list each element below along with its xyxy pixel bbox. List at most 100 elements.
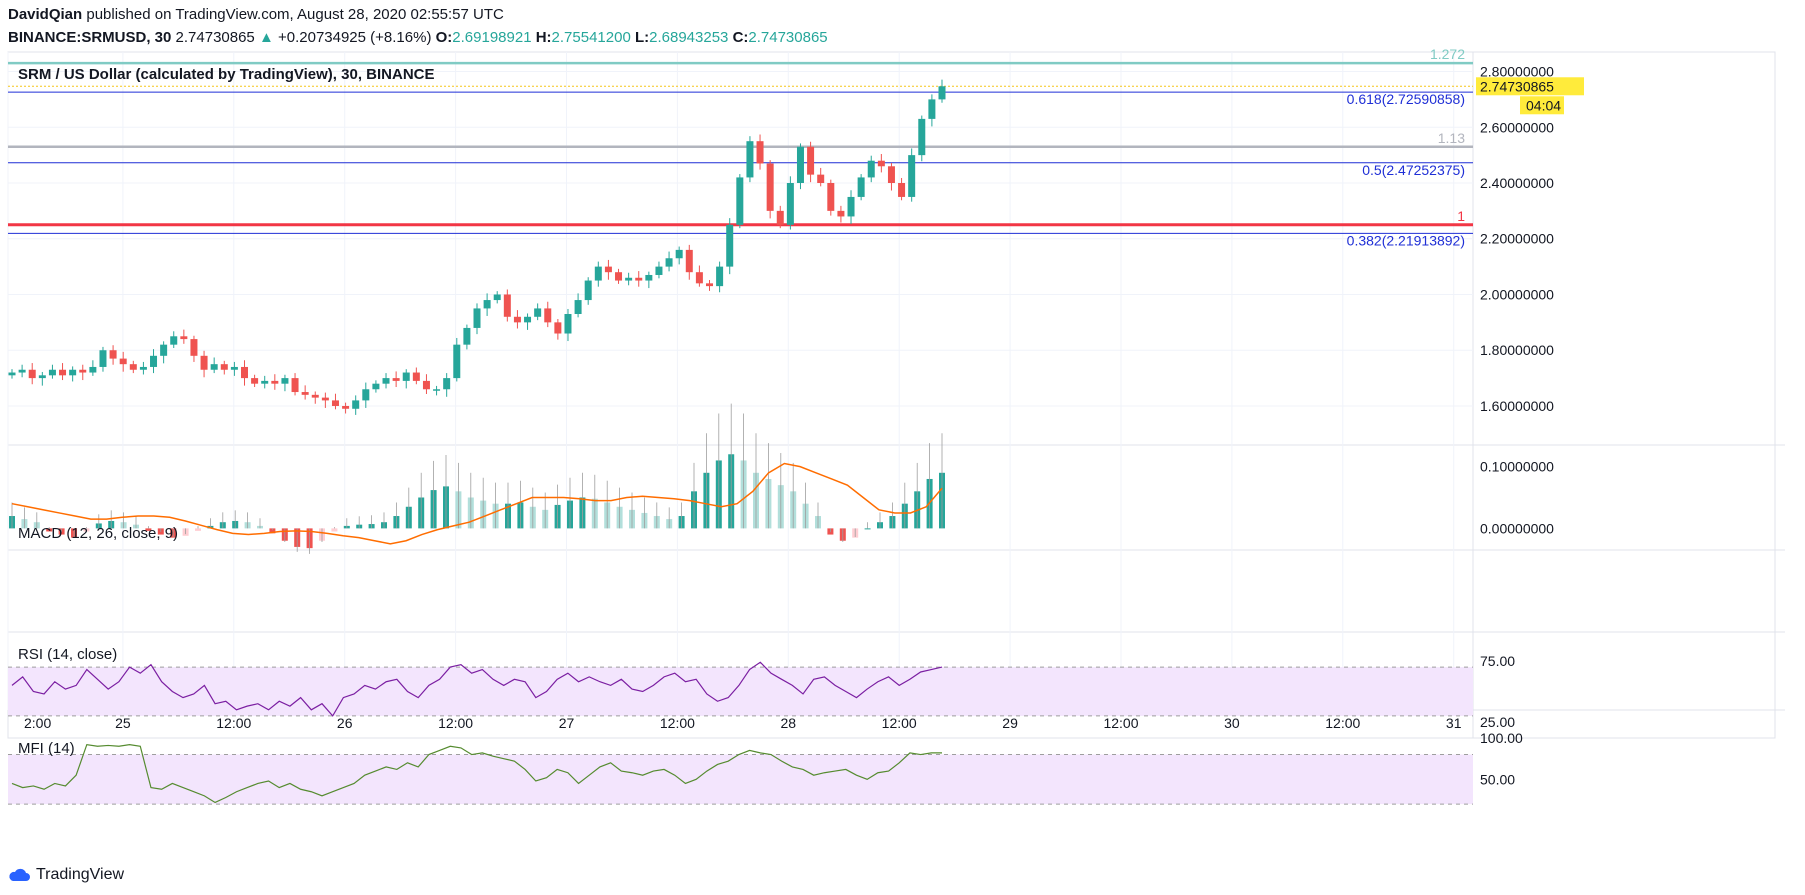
candle-body [69, 369, 77, 376]
candle-body [695, 272, 703, 284]
macd-histogram-bar [46, 528, 53, 532]
candle-body [281, 378, 289, 384]
candle-body [352, 400, 360, 409]
candle-body [706, 283, 713, 287]
x-tick-label: 2:00 [24, 715, 51, 731]
macd-signal-line [11, 462, 943, 545]
candle-body [655, 266, 663, 275]
candle-body [463, 327, 471, 345]
candle-body [139, 366, 147, 370]
candle-body [109, 350, 117, 359]
candle-body [635, 277, 643, 281]
candle-body [180, 336, 188, 340]
price-badge-value: 2.74730865 [1480, 78, 1554, 94]
candle-body [786, 183, 794, 225]
candle-body [736, 177, 744, 225]
x-tick-label: 12:00 [216, 715, 251, 731]
candle-body [503, 294, 511, 317]
candle-body [564, 314, 572, 334]
candle-body [99, 350, 107, 367]
candle-body [483, 300, 491, 309]
candle-body [8, 372, 16, 376]
candle-body [857, 177, 865, 197]
symbol-label: BINANCE:SRMUSD, 30 [8, 29, 172, 46]
open-value: 2.69198921 [452, 29, 532, 46]
x-tick-label: 12:00 [438, 715, 473, 731]
candle-body [887, 166, 895, 183]
high-label: H: [535, 29, 552, 46]
x-tick-label: 31 [1446, 715, 1462, 731]
countdown-value: 04:04 [1526, 97, 1561, 113]
candle-body [402, 372, 410, 381]
candle-body [200, 355, 208, 370]
candle-body [615, 272, 623, 281]
chart-frame [7, 51, 1776, 739]
candle-body [685, 249, 693, 273]
x-tick-label: 29 [1002, 715, 1018, 731]
candle-body [877, 160, 885, 167]
candle-body [817, 174, 825, 183]
candle-body [898, 183, 906, 197]
price-tick-label: 2.80000000 [1480, 64, 1554, 80]
candle-body [766, 163, 774, 211]
fib-level-label: 1.13 [1438, 130, 1465, 146]
candle-body [271, 380, 279, 384]
macd-histogram-bar [864, 528, 871, 530]
price-badge [1476, 77, 1584, 96]
cloud-icon [9, 868, 30, 881]
candle-body [918, 118, 926, 156]
candle-body [473, 308, 481, 328]
last-price: 2.74730865 [175, 29, 255, 46]
watermark-label: TradingView [36, 866, 125, 883]
candle-body [89, 366, 97, 373]
candle-body [513, 316, 521, 323]
x-tick-label: 30 [1224, 715, 1240, 731]
candle-body [827, 183, 835, 211]
rsi-tick-label: 25.00 [1480, 714, 1515, 730]
candle-body [160, 344, 168, 356]
candle-body [129, 364, 137, 370]
candle-body [776, 210, 784, 225]
author-name[interactable]: DavidQian [8, 6, 83, 23]
publish-line: DavidQian published on TradingView.com, … [8, 6, 504, 23]
mfi-band [8, 754, 1473, 805]
mfi-line [11, 743, 942, 804]
candle-body [584, 280, 592, 301]
main-pane-title: SRM / US Dollar (calculated by TradingVi… [18, 66, 435, 83]
candle-body [412, 372, 420, 381]
candle-body [261, 380, 269, 384]
candle-body [392, 378, 400, 381]
price-tick-label: 2.40000000 [1480, 175, 1554, 191]
x-tick-label: 12:00 [882, 715, 917, 731]
candle-body [554, 322, 562, 334]
mfi-pane-title: MFI (14) [18, 740, 75, 757]
price-tick-label: 2.00000000 [1480, 286, 1554, 302]
candle-body [574, 300, 582, 314]
candle-body [756, 141, 764, 164]
rsi-tick-label: 75.00 [1480, 653, 1515, 669]
x-tick-label: 12:00 [1325, 715, 1360, 731]
mfi-tick-label: 100.00 [1480, 730, 1523, 746]
candle-body [291, 378, 299, 393]
price-tick-label: 2.60000000 [1480, 119, 1554, 135]
candle-body [746, 141, 754, 178]
rsi-pane-title: RSI (14, close) [18, 646, 118, 663]
macd-tick-label: 0.00000000 [1480, 520, 1554, 536]
candle-body [594, 266, 602, 281]
candle-body [807, 146, 815, 175]
rsi-line [11, 661, 943, 717]
publish-info: published on TradingView.com, August 28,… [86, 6, 504, 23]
fib-level-label: 0.618(2.72590858) [1347, 91, 1465, 107]
candle-body [726, 224, 734, 267]
candle-body [716, 266, 724, 287]
candle-body [524, 316, 532, 323]
fib-level-label: 1.272 [1430, 46, 1465, 62]
candle-body [251, 378, 259, 384]
candle-body [230, 366, 238, 370]
macd-histogram-bar [269, 528, 276, 534]
candle-body [433, 389, 441, 391]
candle-body [241, 366, 248, 379]
price-tick-label: 1.60000000 [1480, 398, 1554, 414]
candle-body [331, 400, 339, 406]
